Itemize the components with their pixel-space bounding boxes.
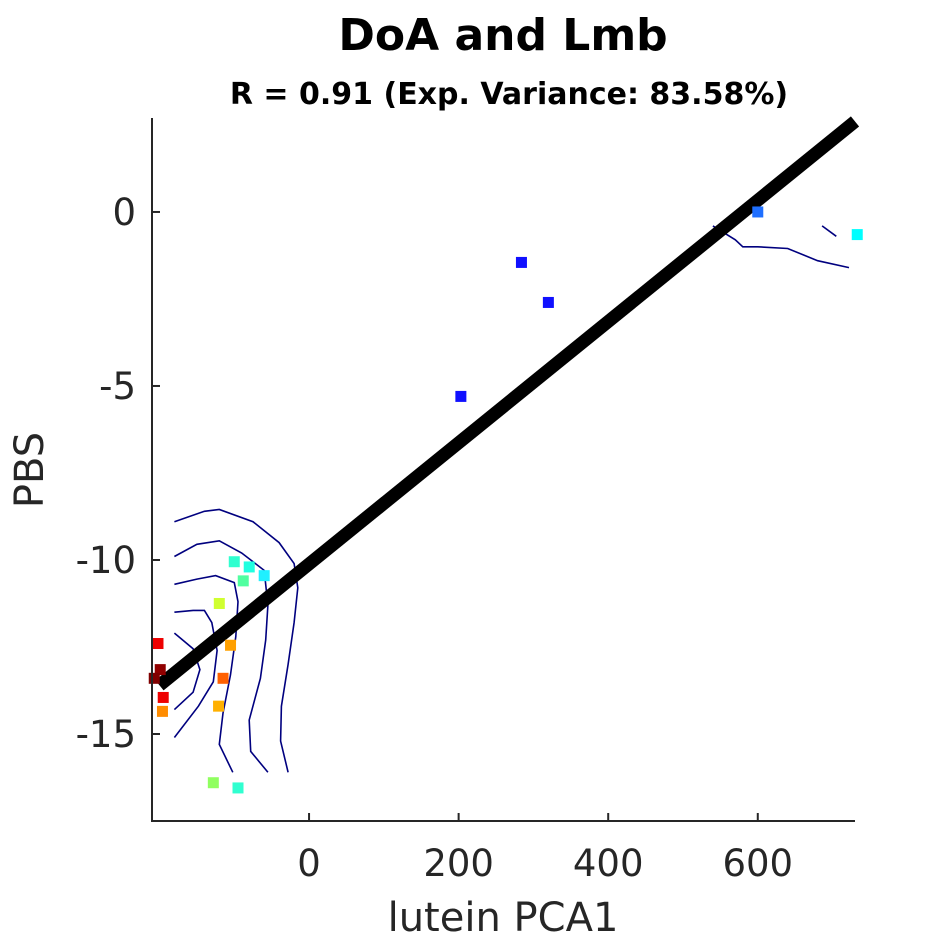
scatter-points — [148, 206, 863, 794]
density-contours — [173, 225, 850, 773]
data-point-2 — [515, 256, 527, 268]
data-point-14 — [217, 672, 229, 684]
x-tick-label-2: 400 — [573, 842, 644, 885]
chart-title: DoA and Lmb — [338, 10, 667, 61]
data-point-18 — [207, 777, 219, 789]
chart-subtitle: R = 0.91 (Exp. Variance: 83.58%) — [230, 77, 788, 112]
y-tick-label-1: -5 — [99, 365, 136, 408]
data-point-1 — [851, 229, 863, 241]
fit-line-group — [155, 116, 860, 691]
fit-line — [155, 116, 860, 691]
contour-line-4 — [173, 632, 201, 711]
data-point-8 — [237, 575, 249, 587]
data-point-7 — [258, 570, 270, 582]
data-point-13 — [148, 672, 160, 684]
x-tick-label-3: 600 — [722, 842, 793, 885]
data-point-9 — [213, 597, 225, 609]
data-point-11 — [152, 638, 164, 650]
y-tick-label-3: -15 — [76, 713, 136, 756]
data-point-17 — [213, 700, 225, 712]
x-ticks: 0 200 400 600 — [297, 813, 793, 885]
data-point-16 — [156, 705, 168, 717]
data-point-15 — [157, 691, 169, 703]
data-point-5 — [228, 556, 240, 568]
y-tick-label-0: 0 — [112, 191, 136, 234]
data-point-6 — [243, 561, 255, 573]
data-point-12 — [154, 664, 166, 676]
data-point-4 — [455, 390, 467, 402]
y-tick-label-2: -10 — [76, 539, 136, 582]
y-axis-label: PBS — [7, 432, 53, 508]
y-ticks: 0 -5 -10 -15 — [76, 191, 160, 756]
x-axis-label: lutein PCA1 — [388, 895, 619, 941]
data-point-10 — [225, 639, 237, 651]
data-point-3 — [542, 296, 554, 308]
contour-line-5 — [712, 225, 850, 269]
x-tick-label-1: 200 — [423, 842, 494, 885]
x-tick-label-0: 0 — [297, 842, 321, 885]
contour-line-0 — [174, 508, 299, 773]
data-point-0 — [752, 206, 764, 218]
contour-line-6 — [821, 225, 837, 237]
data-point-19 — [232, 782, 244, 794]
